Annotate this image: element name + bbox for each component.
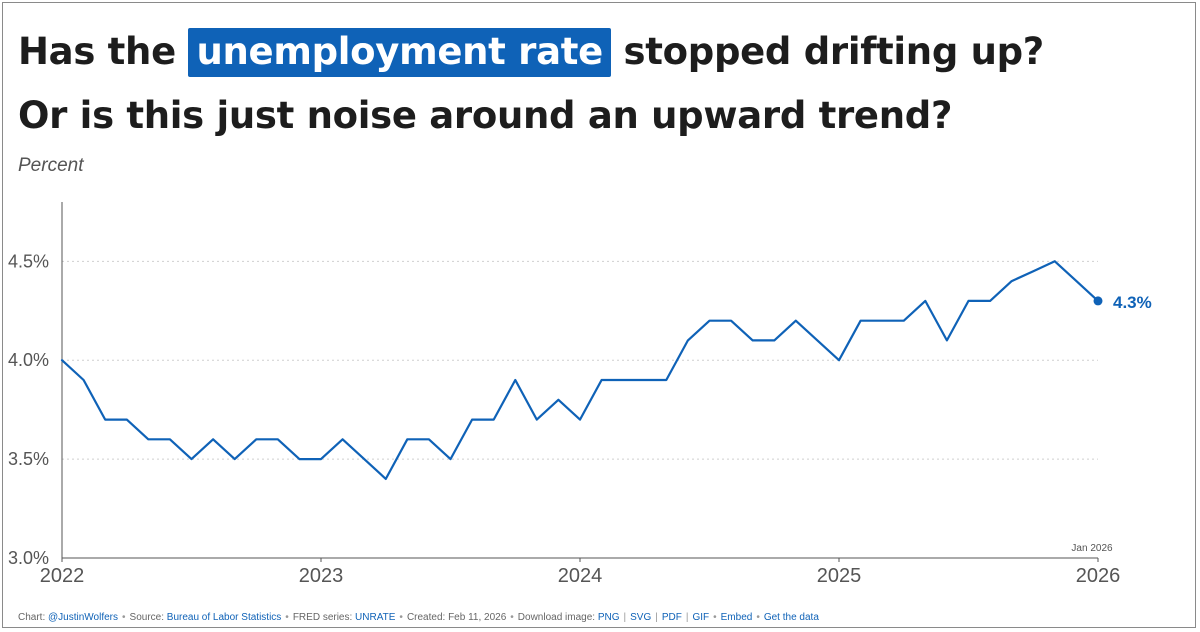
download-svg-link[interactable]: SVG xyxy=(630,612,652,623)
footer-series-prefix: FRED series: xyxy=(292,612,356,623)
end-point-marker xyxy=(1093,296,1103,306)
title-text-after: stopped drifting up? xyxy=(610,30,1045,73)
title-text-before: Has the xyxy=(18,30,189,73)
footer-source-prefix: Source: xyxy=(129,612,167,623)
embed-link[interactable]: Embed xyxy=(720,612,753,623)
x-tick-label: 2024 xyxy=(558,565,603,587)
download-pdf-link[interactable]: PDF xyxy=(661,612,682,623)
chart-title-line-2: Or is this just noise around an upward t… xyxy=(18,94,953,137)
separator-pipe: | xyxy=(623,612,627,623)
separator-dot: • xyxy=(399,612,403,623)
end-value-label: 4.3% xyxy=(1113,293,1152,312)
author-link[interactable]: @JustinWolfers xyxy=(48,612,119,623)
x-tick-label: 2022 xyxy=(40,565,85,587)
separator-dot: • xyxy=(122,612,126,623)
end-date-annotation: Jan 2026 xyxy=(1071,543,1113,554)
separator-pipe: | xyxy=(655,612,658,623)
series-link[interactable]: UNRATE xyxy=(355,612,396,623)
x-tick-label: 2025 xyxy=(817,565,862,587)
download-gif-link[interactable]: GIF xyxy=(692,612,710,623)
chart-title-line-1: Has the unemployment rate stopped drifti… xyxy=(18,28,1044,77)
source-link[interactable]: Bureau of Labor Statistics xyxy=(166,612,282,623)
get-data-link[interactable]: Get the data xyxy=(763,612,819,623)
chart-subtitle: Percent xyxy=(18,155,84,176)
separator-dot: • xyxy=(713,612,717,623)
separator-dot: • xyxy=(510,612,514,623)
x-tick-label: 2023 xyxy=(299,565,344,587)
series-line-unrate xyxy=(60,260,1100,480)
download-png-link[interactable]: PNG xyxy=(597,612,620,623)
x-tick-label: 2026 xyxy=(1076,565,1121,587)
footer-download-prefix: Download image: xyxy=(517,612,598,623)
separator-dot: • xyxy=(285,612,289,623)
title-highlight: unemployment rate xyxy=(188,28,611,77)
y-tick-label: 3.5% xyxy=(8,449,49,469)
line-chart: 3.0% 3.5% 4.0% 4.5% 2022 2023 2024 2025 2026 4.3%… xyxy=(8,202,1152,587)
y-tick-label: 4.0% xyxy=(8,350,49,370)
separator-pipe: | xyxy=(685,612,689,623)
footer-chart-prefix: Chart: xyxy=(18,612,49,623)
y-tick-label: 3.0% xyxy=(8,548,49,568)
separator-dot: • xyxy=(756,612,760,623)
y-tick-label: 4.5% xyxy=(8,251,49,271)
footer-created: Created: Feb 11, 2026 xyxy=(406,612,507,623)
footer: Chart: @JustinWolfers • Source: Bureau of … xyxy=(18,612,819,623)
